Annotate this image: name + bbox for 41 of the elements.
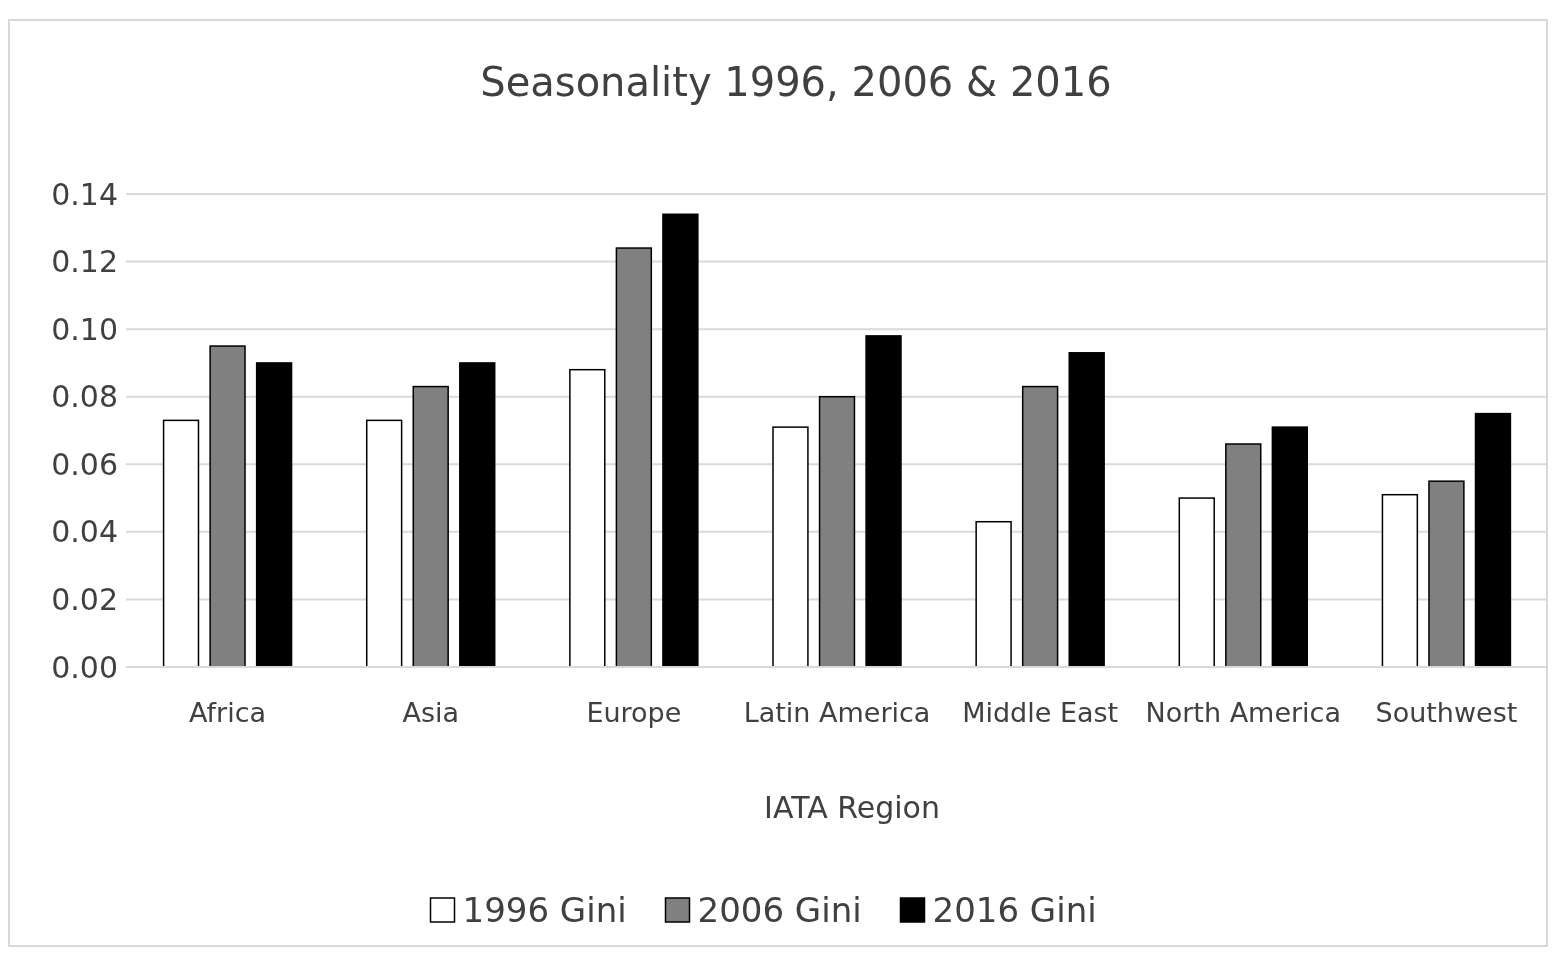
y-tick-label: 0.06 [51,446,118,482]
chart-title: Seasonality 1996, 2006 & 2016 [480,59,1112,105]
y-tick-label: 0.10 [51,311,118,347]
bar [569,368,606,668]
bar [365,419,403,668]
y-tick-label: 0.04 [51,514,118,550]
x-tick-label: North America [1145,697,1342,728]
bar [255,362,293,668]
bar [1021,385,1059,668]
y-tick-label: 0.12 [51,244,118,280]
x-tick-label: Africa [189,697,267,728]
bar [1178,497,1215,668]
y-tick-label: 0.00 [51,649,118,685]
bar [412,385,449,668]
x-tick-label: Southwest [1375,697,1518,728]
x-tick-label: Europe [586,697,682,728]
x-tick-label: Middle East [962,697,1119,728]
bar [975,520,1012,668]
x-tick-label: Asia [402,697,460,728]
legend-label: 1996 Gini [462,889,627,930]
bar [615,247,653,668]
bar [772,426,809,668]
legend-label: 2016 Gini [932,889,1097,930]
legend-label: 2006 Gini [697,889,862,930]
bar [865,335,902,668]
y-tick-label: 0.08 [51,379,118,415]
bar [818,395,856,668]
bar [209,345,246,668]
bar [459,362,496,668]
x-tick-label: Latin America [743,697,931,728]
bar [1474,412,1512,668]
bar [1225,443,1262,668]
bar [1381,493,1419,668]
y-tick-label: 0.14 [51,176,118,212]
bar [162,419,200,668]
bar [1271,426,1309,668]
bar [662,213,699,668]
x-axis-title: IATA Region [764,790,940,825]
bar [1428,480,1465,668]
bar [1068,352,1105,668]
y-tick-label: 0.02 [51,581,118,617]
